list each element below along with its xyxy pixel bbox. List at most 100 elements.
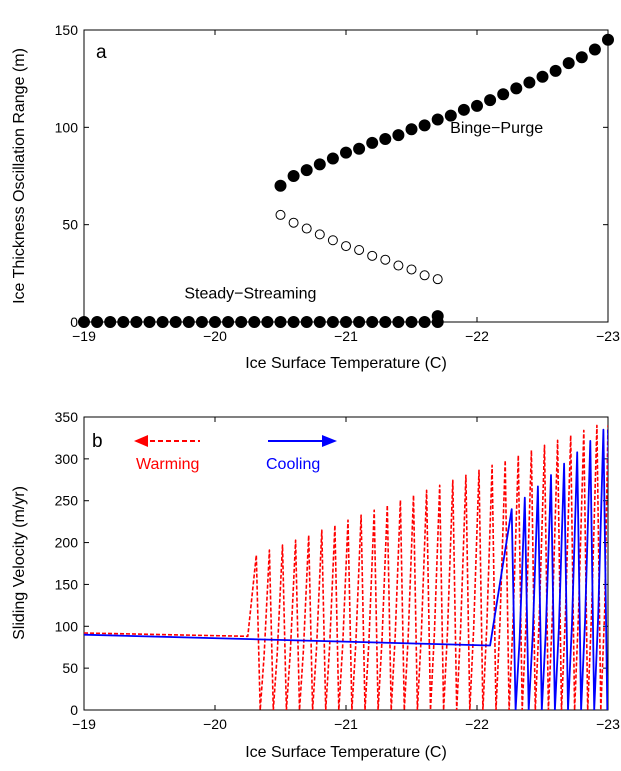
series-line-warming bbox=[84, 424, 608, 710]
filled-point-series-2 bbox=[182, 316, 195, 328]
panel-b-x-tick-label: −23 bbox=[596, 716, 620, 732]
filled-point-series-0 bbox=[536, 70, 549, 83]
filled-point-series-0 bbox=[549, 64, 562, 77]
panel-a-x-tick-label: −21 bbox=[334, 328, 358, 344]
filled-point-series-0 bbox=[366, 136, 379, 149]
filled-point-series-0 bbox=[418, 119, 431, 132]
filled-point-series-0 bbox=[379, 133, 392, 146]
filled-point-series-2 bbox=[78, 316, 90, 328]
filled-point-series-2 bbox=[340, 316, 352, 328]
open-point-series-1 bbox=[406, 264, 417, 275]
panel-a-y-tick-label: 50 bbox=[62, 217, 78, 233]
panel-b-y-tick-label: 150 bbox=[55, 576, 79, 592]
panel-a: −19 −20 −21 −22 −23 0 50 100 150 a Binge−Purge S… bbox=[11, 22, 620, 372]
open-point-series-1 bbox=[354, 244, 365, 255]
open-point-series-1 bbox=[275, 209, 286, 220]
filled-point-series-2 bbox=[366, 316, 379, 328]
panel-a-x-tick-label: −19 bbox=[72, 328, 96, 344]
open-point-series-1 bbox=[367, 250, 378, 261]
panel-b-y-tick-label: 250 bbox=[55, 493, 79, 509]
open-point-series-1 bbox=[341, 241, 351, 252]
open-point-series-1 bbox=[327, 235, 338, 246]
open-point-series-1 bbox=[380, 254, 391, 265]
filled-point-series-0 bbox=[353, 142, 366, 155]
series-line-cooling bbox=[84, 428, 608, 710]
filled-point-series-0 bbox=[575, 51, 588, 64]
filled-point-series-0 bbox=[562, 57, 575, 70]
open-point-series-1 bbox=[301, 223, 312, 234]
panel-b-x-tick-label: −21 bbox=[334, 716, 358, 732]
legend-cooling-label: Cooling bbox=[266, 456, 320, 473]
panel-b-x-tick-label: −19 bbox=[72, 716, 96, 732]
panel-b-ticks: −19 −20 −21 −22 −23 0 50 100 150 200 250 300 350 bbox=[55, 409, 620, 732]
panel-b-y-tick-label: 300 bbox=[55, 451, 79, 467]
filled-point-series-2 bbox=[117, 316, 130, 328]
filled-point-series-0 bbox=[602, 33, 614, 46]
panel-b-y-axis-label: Sliding Velocity (m/yr) bbox=[11, 486, 28, 640]
filled-point-series-0 bbox=[392, 129, 405, 142]
open-point-series-1 bbox=[288, 217, 299, 228]
filled-point-series-2 bbox=[156, 316, 169, 328]
filled-point-series-2 bbox=[130, 316, 143, 328]
filled-point-series-2 bbox=[326, 316, 339, 328]
filled-point-series-2 bbox=[261, 316, 274, 328]
filled-point-series-0 bbox=[523, 76, 536, 89]
filled-point-series-2 bbox=[313, 316, 326, 328]
panel-a-y-axis-label: Ice Thickness Oscillation Range (m) bbox=[11, 48, 28, 304]
filled-point-series-2 bbox=[300, 316, 313, 328]
legend-warming-label: Warming bbox=[136, 456, 199, 473]
open-point-series-1 bbox=[393, 260, 404, 271]
panel-b-y-tick-label: 100 bbox=[55, 618, 79, 634]
filled-point-series-2 bbox=[195, 316, 208, 328]
filled-point-series-0 bbox=[405, 123, 418, 136]
panel-a-y-tick-label: 150 bbox=[55, 22, 79, 38]
panel-b-y-tick-label: 350 bbox=[55, 409, 79, 425]
open-point-series-1 bbox=[419, 270, 430, 281]
open-point-series-1 bbox=[314, 229, 325, 240]
filled-point-series-0 bbox=[497, 88, 510, 101]
open-point-series-1 bbox=[432, 274, 443, 285]
filled-point-series-2 bbox=[431, 310, 444, 323]
filled-point-series-0 bbox=[274, 179, 287, 192]
annotation-binge-purge: Binge−Purge bbox=[450, 120, 543, 137]
panel-b-lines bbox=[84, 424, 608, 710]
legend-cooling-arrow-head bbox=[322, 435, 337, 447]
filled-point-series-0 bbox=[326, 152, 339, 165]
panel-a-x-axis-label: Ice Surface Temperature (C) bbox=[245, 355, 447, 372]
filled-point-series-2 bbox=[287, 316, 300, 328]
panel-a-x-tick-label: −22 bbox=[465, 328, 489, 344]
filled-point-series-0 bbox=[484, 94, 497, 107]
panel-b-x-axis-label: Ice Surface Temperature (C) bbox=[245, 744, 447, 761]
filled-point-series-0 bbox=[431, 113, 444, 126]
filled-point-series-0 bbox=[471, 99, 483, 112]
filled-point-series-2 bbox=[392, 316, 405, 328]
panel-b-label: b bbox=[92, 431, 103, 452]
filled-point-series-2 bbox=[143, 316, 156, 328]
filled-point-series-0 bbox=[313, 158, 326, 171]
filled-point-series-2 bbox=[353, 316, 366, 328]
filled-point-series-0 bbox=[444, 109, 457, 122]
filled-point-series-0 bbox=[588, 43, 601, 56]
panel-a-label: a bbox=[96, 42, 107, 63]
filled-point-series-2 bbox=[209, 316, 221, 328]
legend-warming-arrow-head bbox=[134, 435, 148, 447]
filled-point-series-2 bbox=[418, 316, 431, 328]
panel-b-y-tick-label: 0 bbox=[70, 702, 78, 718]
panel-a-marks bbox=[78, 33, 614, 328]
annotation-steady-streaming: Steady−Streaming bbox=[184, 286, 316, 303]
filled-point-series-2 bbox=[169, 316, 182, 328]
panel-b: −19 −20 −21 −22 −23 0 50 100 150 200 250 300 350 b W… bbox=[11, 409, 620, 761]
panel-b-y-tick-label: 200 bbox=[55, 535, 79, 551]
filled-point-series-2 bbox=[235, 316, 248, 328]
filled-point-series-2 bbox=[104, 316, 117, 328]
panel-b-y-tick-label: 50 bbox=[62, 660, 78, 676]
filled-point-series-0 bbox=[300, 164, 313, 177]
panel-a-x-tick-label: −23 bbox=[596, 328, 620, 344]
filled-point-series-0 bbox=[457, 103, 470, 116]
panel-a-y-tick-label: 100 bbox=[55, 119, 79, 135]
filled-point-series-2 bbox=[248, 316, 261, 328]
filled-point-series-2 bbox=[91, 316, 104, 328]
panel-a-y-tick-label: 0 bbox=[70, 314, 78, 330]
filled-point-series-2 bbox=[379, 316, 392, 328]
